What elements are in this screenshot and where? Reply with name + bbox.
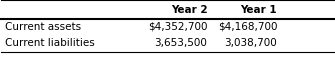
Text: $4,352,700: $4,352,700 xyxy=(148,22,207,32)
Text: 3,038,700: 3,038,700 xyxy=(224,38,277,48)
Text: $4,168,700: $4,168,700 xyxy=(218,22,277,32)
Text: Year 1: Year 1 xyxy=(241,5,277,15)
Text: Current assets: Current assets xyxy=(5,22,81,32)
Text: 3,653,500: 3,653,500 xyxy=(154,38,207,48)
Text: Current liabilities: Current liabilities xyxy=(5,38,94,48)
Text: Year 2: Year 2 xyxy=(171,5,207,15)
